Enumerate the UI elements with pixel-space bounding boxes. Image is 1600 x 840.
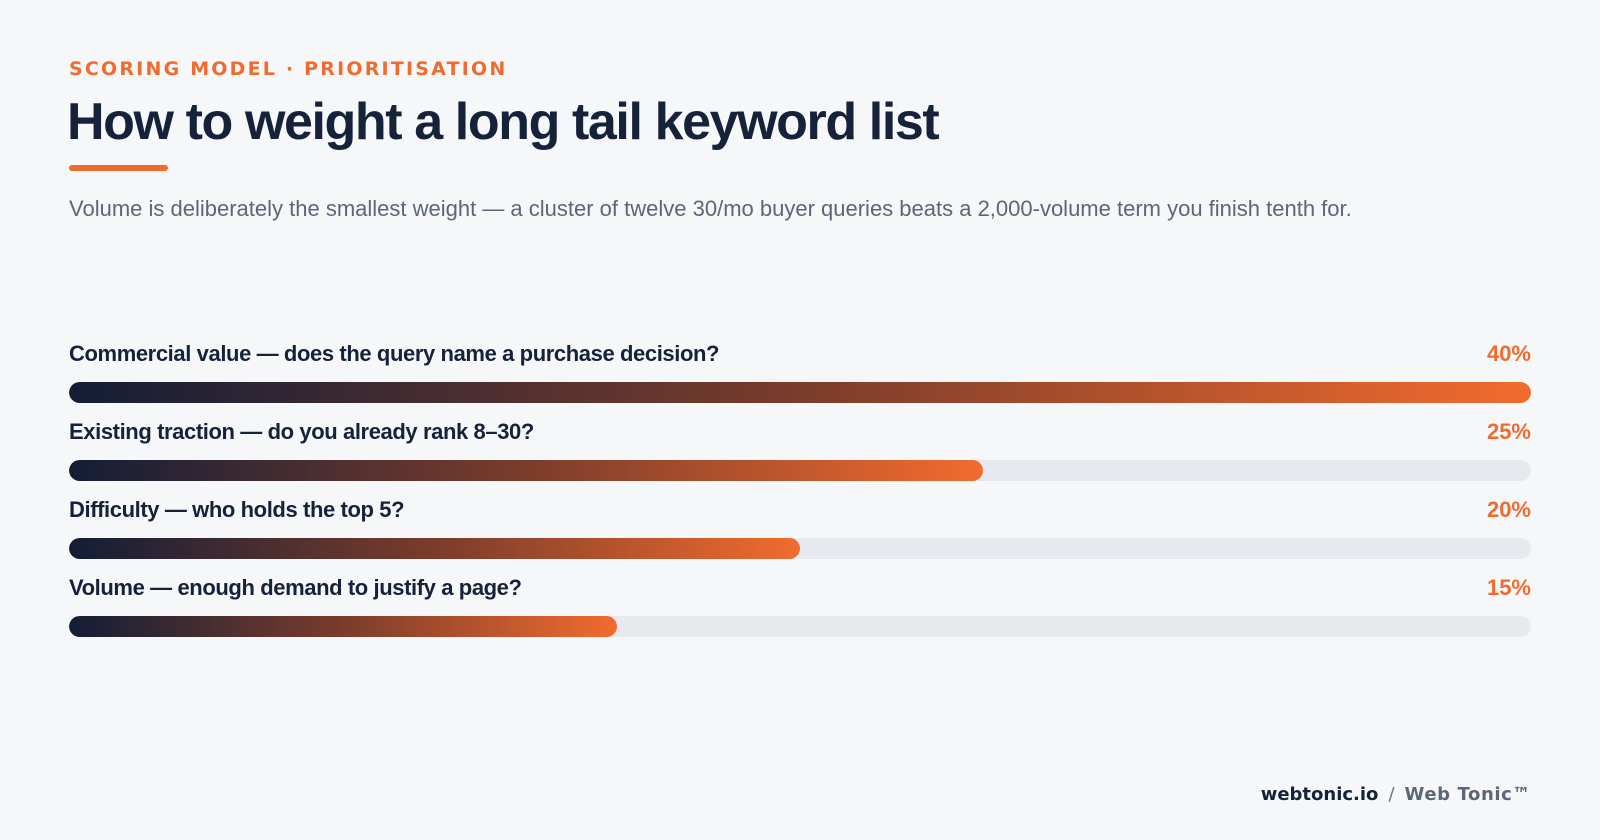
bar-row-header: Commercial value — does the query name a… (69, 341, 1531, 375)
footer-credit: webtonic.io / Web Tonic™ (1261, 784, 1531, 805)
bar-row-header: Difficulty — who holds the top 5? 20% (69, 497, 1531, 531)
footer-brand: Web Tonic™ (1404, 784, 1531, 805)
bar-fill (69, 382, 1531, 403)
bar-value-label: 25% (1486, 419, 1531, 444)
bar-row: Difficulty — who holds the top 5? 20% (69, 497, 1531, 575)
page-title: How to weight a long tail keyword list (67, 93, 940, 151)
bar-value-label: 40% (1486, 341, 1531, 366)
weight-bar-chart: Commercial value — does the query name a… (69, 341, 1531, 653)
bar-category-label: Volume — enough demand to justify a page… (69, 575, 522, 600)
eyebrow-label: SCORING MODEL · PRIORITISATION (69, 58, 508, 80)
bar-row: Existing traction — do you already rank … (69, 419, 1531, 497)
bar-fill (69, 538, 800, 559)
bar-category-label: Existing traction — do you already rank … (69, 419, 534, 444)
bar-value-label: 15% (1486, 575, 1531, 600)
bar-row-header: Existing traction — do you already rank … (69, 419, 1531, 453)
bar-track (69, 460, 1531, 481)
bar-value-label: 20% (1486, 497, 1531, 522)
page-subtitle: Volume is deliberately the smallest weig… (69, 196, 1352, 221)
bar-track (69, 538, 1531, 559)
bar-fill (69, 460, 983, 481)
bar-track (69, 382, 1531, 403)
bar-category-label: Difficulty — who holds the top 5? (69, 497, 405, 522)
bar-row: Volume — enough demand to justify a page… (69, 575, 1531, 653)
bar-track (69, 616, 1531, 637)
footer-domain: webtonic.io (1260, 784, 1379, 805)
bar-category-label: Commercial value — does the query name a… (69, 341, 720, 366)
title-accent-rule (69, 165, 168, 171)
bar-fill (69, 616, 618, 637)
bar-row-header: Volume — enough demand to justify a page… (69, 575, 1531, 609)
bar-row: Commercial value — does the query name a… (69, 341, 1531, 419)
footer-separator: / (1388, 784, 1395, 805)
